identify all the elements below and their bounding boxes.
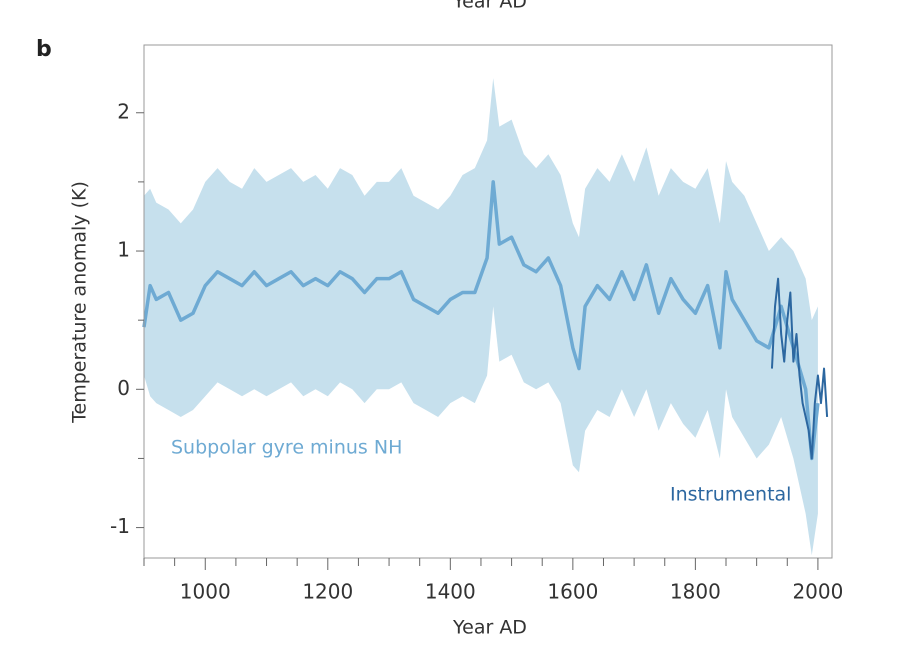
panel-label: b <box>36 37 52 62</box>
series-label: Subpolar gyre minus NH <box>171 437 402 459</box>
x-tick-label: 1000 <box>180 580 231 604</box>
x-tick-label: 1400 <box>425 580 476 604</box>
x-tick-label: 1200 <box>302 580 353 604</box>
x-axis-label: Year AD <box>452 617 527 639</box>
series-line <box>770 277 829 460</box>
y-tick-label: 0 <box>117 376 130 400</box>
x-tick-label: 2000 <box>792 580 843 604</box>
plot-area <box>142 78 829 556</box>
y-tick-label: 1 <box>117 238 130 262</box>
x-tick-label: 1800 <box>670 580 721 604</box>
plot-frame <box>143 44 833 559</box>
y-axis-label: Temperature anomaly (K) <box>69 181 91 424</box>
upper-fragment-label: Year AD <box>452 0 527 13</box>
series-line <box>142 180 820 461</box>
y-tick-label: 2 <box>117 99 130 123</box>
y-tick-label: -1 <box>110 514 130 538</box>
series-label: Instrumental <box>670 484 791 506</box>
uncertainty-band <box>144 78 818 556</box>
x-tick-label: 1600 <box>547 580 598 604</box>
